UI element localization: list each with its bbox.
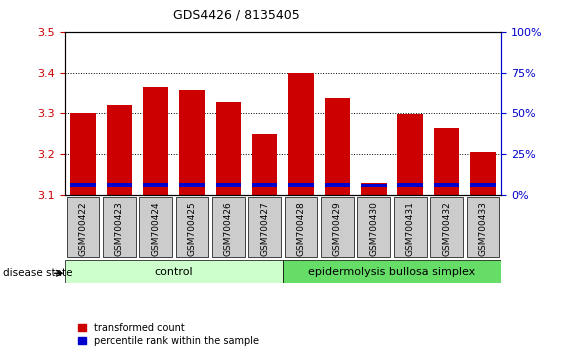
- Text: GSM700425: GSM700425: [187, 201, 196, 256]
- FancyBboxPatch shape: [176, 196, 208, 257]
- Text: GSM700430: GSM700430: [369, 201, 378, 256]
- Bar: [179, 90, 205, 195]
- FancyBboxPatch shape: [248, 196, 281, 257]
- Bar: [216, 102, 241, 195]
- Bar: [470, 183, 495, 187]
- Text: GSM700433: GSM700433: [479, 201, 488, 256]
- Bar: [143, 183, 168, 187]
- Bar: [106, 105, 132, 195]
- FancyBboxPatch shape: [467, 196, 499, 257]
- FancyBboxPatch shape: [103, 196, 136, 257]
- FancyBboxPatch shape: [285, 196, 318, 257]
- Text: epidermolysis bullosa simplex: epidermolysis bullosa simplex: [309, 267, 476, 277]
- FancyBboxPatch shape: [394, 196, 427, 257]
- FancyBboxPatch shape: [430, 196, 463, 257]
- Bar: [106, 183, 132, 187]
- Bar: [70, 113, 96, 195]
- FancyBboxPatch shape: [66, 196, 99, 257]
- Text: GSM700427: GSM700427: [260, 201, 269, 256]
- Bar: [361, 184, 387, 187]
- Bar: [325, 98, 350, 195]
- Text: GSM700424: GSM700424: [151, 201, 160, 256]
- Bar: [397, 183, 423, 187]
- Legend: transformed count, percentile rank within the sample: transformed count, percentile rank withi…: [78, 323, 258, 346]
- Text: GSM700422: GSM700422: [78, 201, 87, 256]
- FancyBboxPatch shape: [321, 196, 354, 257]
- Bar: [397, 114, 423, 195]
- Text: GSM700431: GSM700431: [406, 201, 415, 256]
- Text: GSM700428: GSM700428: [297, 201, 306, 256]
- FancyBboxPatch shape: [358, 196, 390, 257]
- FancyBboxPatch shape: [212, 196, 245, 257]
- Bar: [325, 183, 350, 187]
- Bar: [288, 73, 314, 195]
- Text: GDS4426 / 8135405: GDS4426 / 8135405: [173, 9, 300, 22]
- FancyBboxPatch shape: [65, 260, 283, 283]
- FancyBboxPatch shape: [283, 260, 501, 283]
- Text: control: control: [154, 267, 193, 277]
- Text: GSM700432: GSM700432: [442, 201, 451, 256]
- Bar: [252, 135, 278, 195]
- Bar: [252, 183, 278, 187]
- Bar: [434, 127, 459, 195]
- FancyBboxPatch shape: [139, 196, 172, 257]
- Bar: [361, 183, 387, 195]
- Bar: [70, 183, 96, 187]
- Text: GSM700423: GSM700423: [115, 201, 124, 256]
- Bar: [179, 183, 205, 187]
- Text: GSM700426: GSM700426: [224, 201, 233, 256]
- Bar: [216, 183, 241, 187]
- Text: GSM700429: GSM700429: [333, 201, 342, 256]
- Bar: [288, 183, 314, 187]
- Bar: [143, 87, 168, 195]
- Bar: [434, 183, 459, 187]
- Bar: [470, 152, 495, 195]
- Text: disease state: disease state: [3, 268, 72, 278]
